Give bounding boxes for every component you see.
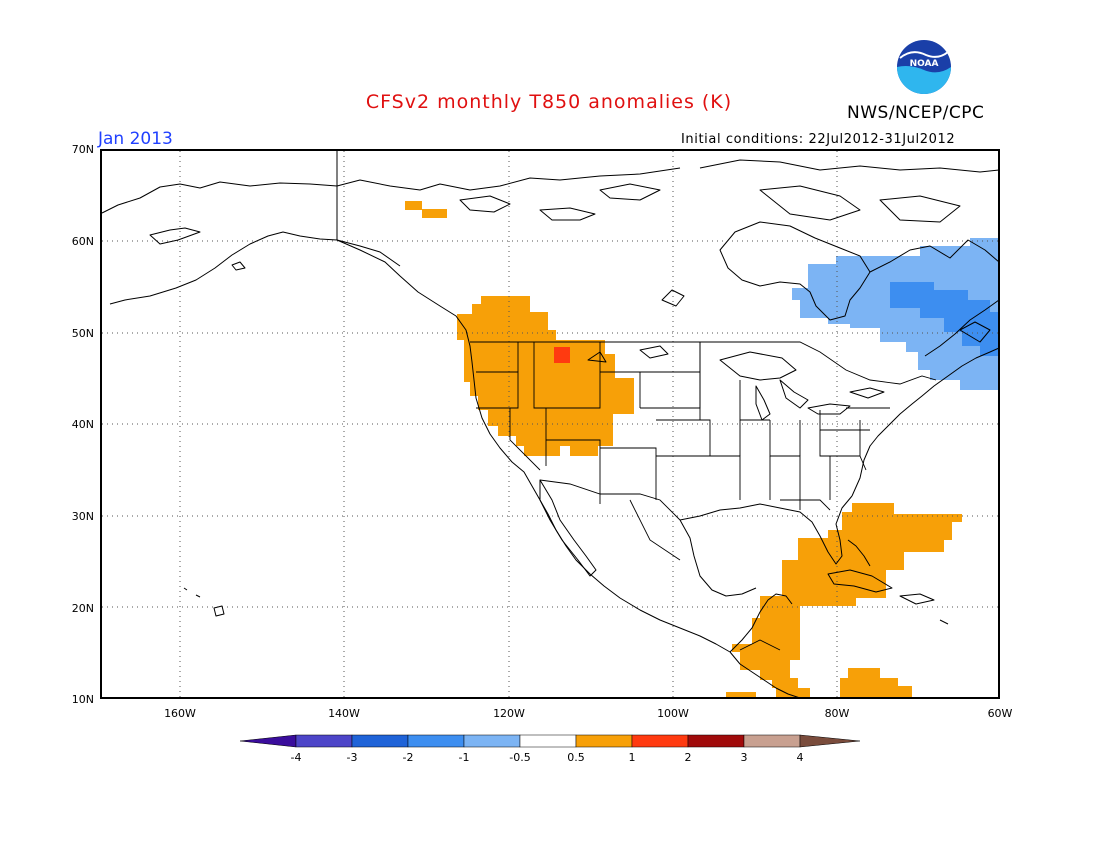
colorbar-bin-2 [351,734,409,748]
map-frame [100,149,1000,699]
colorbar-bin-3 [407,734,465,748]
colorbar-bin-8 [687,734,745,748]
lat-label-60n: 60N [71,235,94,248]
warm-anomaly-core [554,347,570,363]
lat-label-30n: 30N [71,510,94,523]
lat-label-50n: 50N [71,327,94,340]
political-borders [470,341,937,651]
cold-anomaly-northeast [792,238,999,390]
initial-conditions: Initial conditions: 22Jul2012-31Jul2012 [681,132,956,147]
lon-label-120w: 120W [493,707,525,720]
colorbar-label: 0.5 [567,751,585,764]
colorbar-bin-6 [575,734,633,748]
noaa-logo-text: NOAA [910,59,939,69]
warm-anomaly-caribbean-south [840,668,912,698]
colorbar-bin-7 [631,734,689,748]
lon-label-140w: 140W [328,707,360,720]
warm-anomaly-west [457,296,634,456]
colorbar-low-arrow [239,734,297,748]
colorbar-label: -0.5 [509,751,531,764]
colorbar-label: 1 [628,751,636,764]
warm-anomaly-southeast [732,503,962,698]
colorbar-bin-1 [295,734,353,748]
colorbar-label: 4 [796,751,804,764]
colorbar-label: -2 [402,751,414,764]
colorbar-bin-5 [519,734,577,748]
colorbar-label: -1 [458,751,470,764]
lat-label-10n: 10N [71,693,94,706]
lon-label-160w: 160W [164,707,196,720]
lon-label-100w: 100W [657,707,689,720]
colorbar-label: 3 [740,751,748,764]
lat-label-40n: 40N [71,418,94,431]
colorbar-bin-9 [743,734,801,748]
coastlines [101,151,1000,699]
colorbar-label: -4 [290,751,302,764]
noaa-logo-icon: NOAA [895,38,953,96]
lat-label-20n: 20N [71,602,94,615]
agency-label: NWS/NCEP/CPC [847,103,985,123]
forecast-month: Jan 2013 [98,129,173,149]
warm-anomaly-nw-canada [405,201,422,210]
lon-label-60w: 60W [987,707,1013,720]
colorbar [239,734,861,748]
lon-label-80w: 80W [824,707,850,720]
map-title: CFSv2 monthly T850 anomalies (K) [365,91,733,113]
colorbar-bin-4 [463,734,521,748]
colorbar-label: 2 [684,751,692,764]
colorbar-label: -3 [346,751,358,764]
anomaly-shading [405,201,999,698]
lat-label-70n: 70N [71,143,94,156]
colorbar-high-arrow [799,734,861,748]
